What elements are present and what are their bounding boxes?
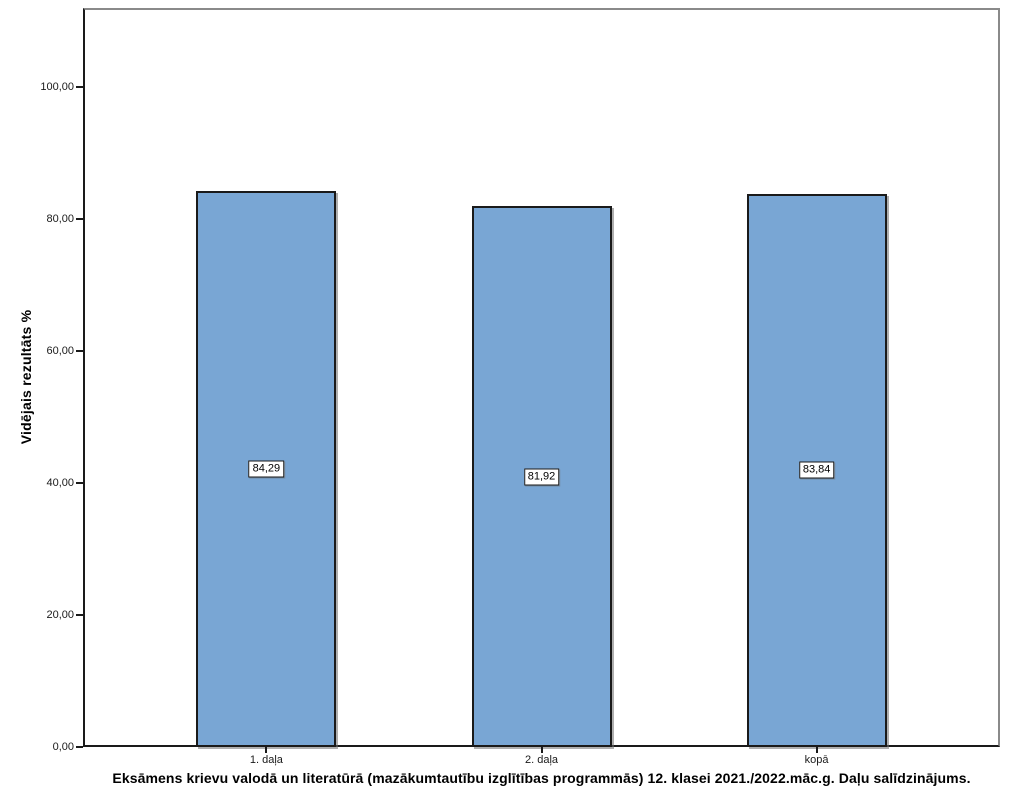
y-tick-mark (76, 218, 83, 221)
y-tick-label: 60,00 (46, 345, 74, 358)
x-tick-mark (815, 747, 818, 753)
y-tick-mark (76, 350, 83, 353)
x-category-label: kopā (804, 754, 829, 766)
y-tick-label: 100,00 (40, 81, 74, 94)
x-tick-mark (540, 747, 543, 753)
y-tick-mark (76, 482, 83, 485)
x-tick-mark (265, 747, 268, 753)
y-axis-title: Vidējais rezultāts % (18, 309, 34, 445)
x-category-label: 2. daļa (524, 754, 559, 766)
y-tick-mark (76, 86, 83, 89)
y-tick-label: 20,00 (46, 609, 74, 622)
y-tick-mark (76, 746, 83, 748)
bar-value-label: 84,29 (248, 460, 285, 478)
bar-value-label: 83,84 (798, 461, 835, 479)
chart-title: Eksāmens krievu valodā un literatūrā (ma… (112, 770, 971, 786)
bar-value-label: 81,92 (523, 468, 560, 486)
y-tick-label: 0,00 (52, 741, 74, 753)
y-tick-mark (76, 614, 83, 617)
y-tick-label: 40,00 (46, 477, 74, 490)
x-category-label: 1. daļa (249, 754, 283, 766)
y-tick-label: 80,00 (46, 213, 74, 226)
